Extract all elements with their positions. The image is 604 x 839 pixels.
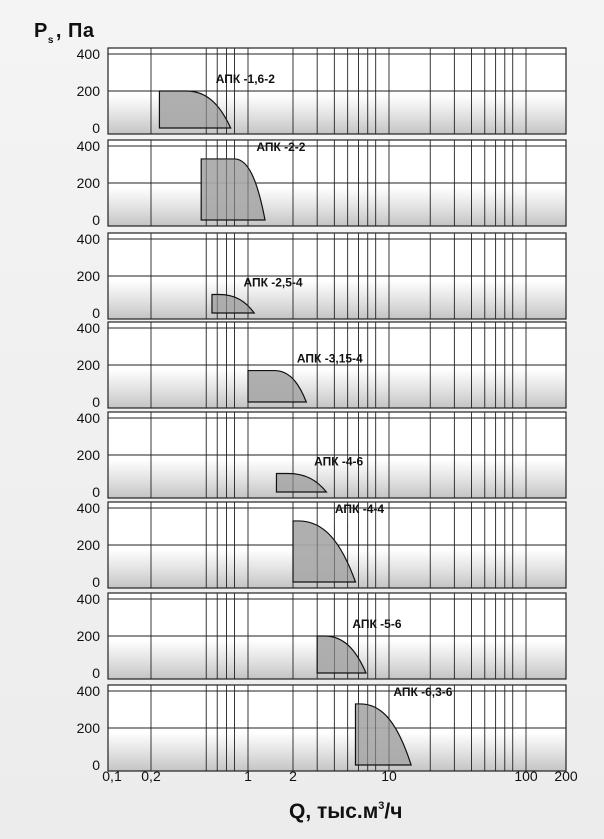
series-label: АПК -2,5-4 xyxy=(243,276,302,290)
operating-area xyxy=(292,520,357,583)
operating-area xyxy=(316,635,367,674)
series-label: АПК -4-6 xyxy=(314,455,363,469)
x-tick-label: 10 xyxy=(381,768,397,784)
y-tick-label: 200 xyxy=(77,720,101,736)
operating-area xyxy=(211,293,256,314)
y-axis-symbol: P xyxy=(34,20,48,42)
series-label: АПК -2-2 xyxy=(256,140,305,154)
y-tick-label: 400 xyxy=(77,591,101,607)
x-axis-superscript: 3 xyxy=(378,800,385,812)
operating-area xyxy=(158,90,232,129)
y-tick-label: 200 xyxy=(77,268,101,284)
y-tick-label: 400 xyxy=(77,231,101,247)
x-axis-text: Q, тыс.м xyxy=(289,800,379,823)
y-tick-label: 400 xyxy=(77,500,101,516)
y-tick-label: 200 xyxy=(77,83,101,99)
x-tick-label: 100 xyxy=(514,768,538,784)
y-tick-label: 200 xyxy=(77,175,101,191)
y-axis-subscript: s xyxy=(47,35,54,46)
y-tick-label: 400 xyxy=(77,320,101,336)
y-tick-label: 0 xyxy=(92,394,100,410)
operating-area xyxy=(247,369,308,403)
series-label: АПК -4-4 xyxy=(335,502,384,516)
y-tick-label: 0 xyxy=(92,120,100,136)
y-tick-label: 0 xyxy=(92,665,100,681)
y-tick-label: 200 xyxy=(77,537,101,553)
y-tick-label: 0 xyxy=(92,212,100,228)
y-tick-label: 200 xyxy=(77,628,101,644)
x-tick-label: 200 xyxy=(554,768,578,784)
series-label: АПК -6,3-6 xyxy=(393,685,452,699)
y-axis-label: Ps, Па xyxy=(34,20,95,46)
y-tick-label: 400 xyxy=(77,683,101,699)
series-label: АПК -5-6 xyxy=(352,617,401,631)
y-tick-label: 200 xyxy=(77,357,101,373)
y-tick-label: 0 xyxy=(92,574,100,590)
x-tick-label: 1 xyxy=(244,768,252,784)
series-label: АПК -3,15-4 xyxy=(297,352,363,366)
operating-area xyxy=(275,472,328,493)
y-tick-label: 0 xyxy=(92,305,100,321)
y-tick-label: 0 xyxy=(92,757,100,773)
x-axis-label: Q, тыс.м3/ч xyxy=(289,800,402,824)
y-tick-label: 400 xyxy=(77,138,101,154)
x-axis-text-end: /ч xyxy=(384,800,403,823)
x-tick-label: 0,2 xyxy=(141,768,161,784)
series-label: АПК -1,6-2 xyxy=(216,72,275,86)
y-tick-label: 400 xyxy=(77,410,101,426)
y-tick-label: 400 xyxy=(77,46,101,62)
y-tick-label: 200 xyxy=(77,447,101,463)
y-tick-label: 0 xyxy=(92,484,100,500)
operating-area xyxy=(354,703,412,766)
y-axis-unit: , Па xyxy=(55,20,95,42)
x-tick-label: 2 xyxy=(289,768,297,784)
x-tick-label: 0,1 xyxy=(102,768,122,784)
